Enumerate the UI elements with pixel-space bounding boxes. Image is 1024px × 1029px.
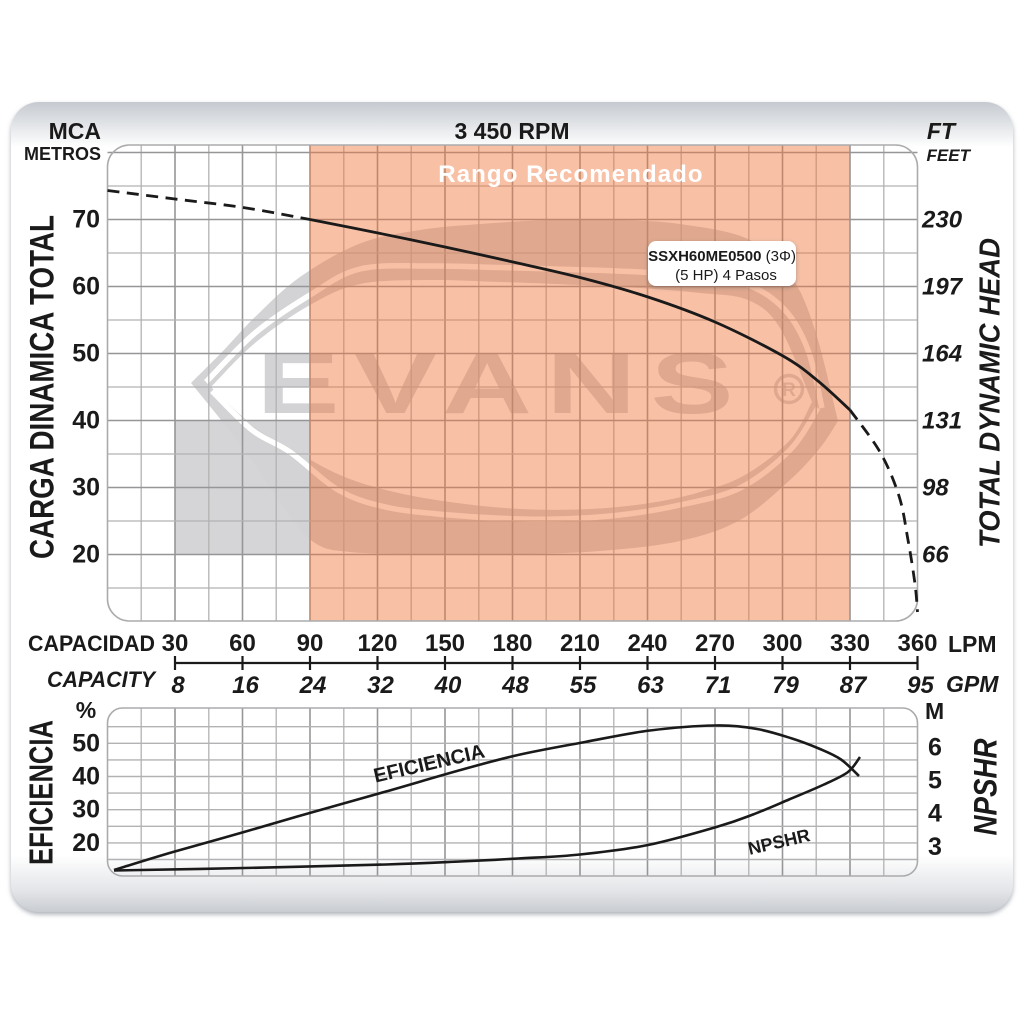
- svg-text:LPM: LPM: [948, 631, 997, 657]
- svg-text:EFICIENCIA: EFICIENCIA: [23, 720, 60, 865]
- svg-text:60: 60: [229, 630, 256, 657]
- svg-text:95: 95: [907, 672, 934, 699]
- svg-text:48: 48: [501, 672, 529, 699]
- svg-text:120: 120: [357, 630, 397, 657]
- svg-text:300: 300: [762, 630, 802, 657]
- svg-text:SSXH60ME0500 (3Φ): SSXH60ME0500 (3Φ): [648, 248, 796, 265]
- svg-text:30: 30: [72, 474, 100, 502]
- svg-text:M: M: [925, 698, 944, 724]
- svg-text:CARGA DINAMICA TOTAL: CARGA DINAMICA TOTAL: [24, 215, 62, 559]
- svg-text:TOTAL DYNAMIC HEAD: TOTAL DYNAMIC HEAD: [975, 238, 1007, 548]
- svg-text:MCA: MCA: [49, 118, 101, 144]
- svg-text:330: 330: [830, 630, 870, 657]
- svg-text:3: 3: [928, 833, 942, 861]
- svg-text:63: 63: [637, 672, 664, 699]
- svg-text:4: 4: [928, 800, 942, 828]
- svg-text:240: 240: [627, 630, 667, 657]
- svg-text:197: 197: [922, 274, 964, 301]
- svg-text:FEET: FEET: [927, 146, 972, 165]
- svg-text:20: 20: [72, 829, 100, 857]
- svg-text:230: 230: [921, 207, 963, 234]
- svg-text:CAPACIDAD: CAPACIDAD: [28, 631, 155, 656]
- svg-text:40: 40: [434, 672, 462, 699]
- svg-text:EVANS: EVANS: [257, 335, 749, 432]
- svg-text:70: 70: [72, 206, 100, 234]
- svg-text:87: 87: [840, 672, 868, 699]
- svg-text:164: 164: [922, 341, 962, 368]
- svg-text:METROS: METROS: [24, 144, 101, 164]
- svg-text:R: R: [782, 380, 796, 401]
- svg-text:20: 20: [72, 541, 100, 569]
- svg-text:270: 270: [695, 630, 735, 657]
- svg-text:GPM: GPM: [946, 671, 999, 697]
- svg-text:(5 HP) 4 Pasos: (5 HP) 4 Pasos: [675, 267, 777, 284]
- svg-text:90: 90: [297, 630, 324, 657]
- svg-text:40: 40: [72, 407, 100, 435]
- svg-text:6: 6: [928, 733, 942, 761]
- svg-text:150: 150: [425, 630, 465, 657]
- svg-text:360: 360: [897, 630, 937, 657]
- svg-text:5: 5: [928, 767, 942, 795]
- svg-text:50: 50: [72, 729, 100, 757]
- svg-text:30: 30: [162, 630, 189, 657]
- svg-text:FT: FT: [927, 118, 957, 144]
- svg-text:71: 71: [705, 672, 732, 699]
- svg-text:60: 60: [72, 273, 100, 301]
- svg-text:180: 180: [492, 630, 532, 657]
- svg-text:98: 98: [922, 475, 949, 502]
- svg-text:50: 50: [72, 340, 100, 368]
- svg-text:210: 210: [560, 630, 600, 657]
- svg-text:NPSHR: NPSHR: [968, 739, 1004, 836]
- svg-text:79: 79: [772, 672, 799, 699]
- svg-text:Rango Recomendado: Rango Recomendado: [438, 161, 703, 188]
- svg-text:CAPACITY: CAPACITY: [47, 667, 157, 692]
- svg-text:%: %: [76, 697, 96, 723]
- svg-text:66: 66: [922, 542, 949, 569]
- svg-text:30: 30: [72, 796, 100, 824]
- svg-text:8: 8: [171, 672, 185, 699]
- svg-text:40: 40: [72, 763, 100, 791]
- svg-text:24: 24: [299, 672, 327, 699]
- svg-text:32: 32: [367, 672, 394, 699]
- svg-text:3 450 RPM: 3 450 RPM: [454, 118, 569, 144]
- svg-text:16: 16: [232, 672, 259, 699]
- svg-text:131: 131: [922, 408, 962, 435]
- svg-text:55: 55: [570, 672, 597, 699]
